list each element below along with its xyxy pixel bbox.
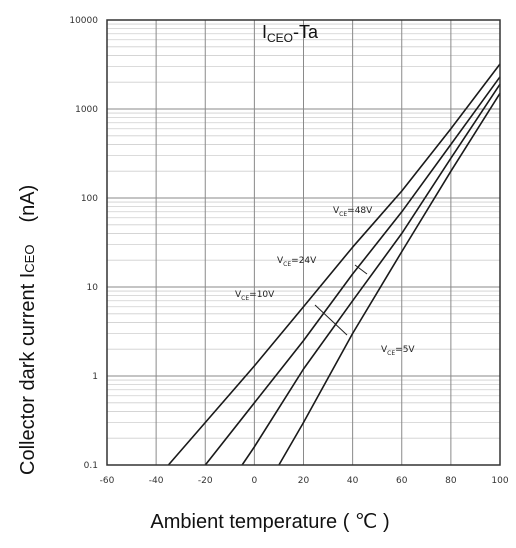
x-tick-labels: -60 -40 -20 0 20 40 60 80 100: [100, 476, 509, 486]
series-line: [278, 92, 501, 466]
series-label: VCE=24V: [277, 256, 317, 268]
y-tick-label: 10000: [69, 16, 98, 26]
x-tick-label: -60: [100, 476, 115, 486]
x-tick-label: -20: [198, 476, 213, 486]
x-tick-label: 0: [252, 476, 258, 486]
series-label: VCE=5V: [381, 345, 415, 357]
y-tick-label: 0.1: [84, 461, 98, 471]
x-tick-label: 80: [445, 476, 457, 486]
x-tick-label: 40: [347, 476, 359, 486]
chart-title: ICEO-Ta: [262, 22, 319, 45]
series-label: VCE=48V: [333, 206, 373, 218]
series-label-pointer: [354, 264, 368, 275]
x-axis-label: Ambient temperature ( ℃ ): [150, 511, 389, 533]
curves: [167, 63, 501, 466]
series-line: [241, 83, 501, 466]
x-tick-label: 20: [298, 476, 310, 486]
y-tick-label: 10: [87, 283, 99, 293]
y-tick-label: 100: [81, 194, 98, 204]
x-tick-label: -40: [149, 476, 164, 486]
x-tick-label: 60: [396, 476, 408, 486]
y-tick-label: 1000: [75, 105, 98, 115]
major-grid: [106, 19, 501, 466]
series-line: [167, 63, 501, 466]
series-labels: VCE=48V VCE=24V VCE=10V VCE=5V: [235, 206, 415, 357]
x-tick-label: 100: [491, 476, 508, 486]
series-label-pointer: [314, 304, 348, 336]
series-label: VCE=10V: [235, 290, 275, 302]
y-tick-labels: 0.1 1 10 100 1000 10000: [69, 16, 98, 471]
series-line: [204, 76, 501, 466]
y-tick-label: 1: [92, 372, 98, 382]
y-axis-label: Collector dark current ICEO(nA): [17, 185, 39, 475]
plot-frame: [106, 19, 501, 466]
